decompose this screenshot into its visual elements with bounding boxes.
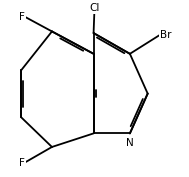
Text: F: F <box>19 158 25 168</box>
Text: Cl: Cl <box>89 3 99 13</box>
Text: N: N <box>126 138 134 148</box>
Text: F: F <box>19 12 25 22</box>
Text: Br: Br <box>160 30 171 40</box>
